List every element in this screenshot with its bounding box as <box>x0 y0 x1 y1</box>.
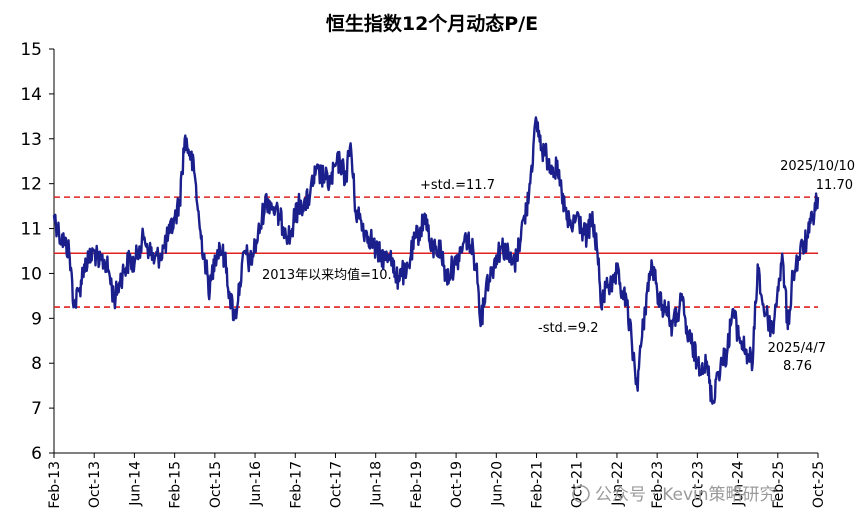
y-tick-label: 9 <box>31 309 42 329</box>
reference-label: -std.=9.2 <box>538 321 599 336</box>
x-tick-label: Oct-19 <box>449 461 465 508</box>
y-tick-label: 11 <box>20 220 42 240</box>
x-tick-label: Feb-13 <box>47 461 63 509</box>
y-tick-label: 15 <box>20 40 42 60</box>
y-tick-label: 6 <box>31 444 42 464</box>
x-tick-label: Jun-14 <box>127 461 143 507</box>
watermark: 公众号 · Kevin策略研究 <box>595 485 777 505</box>
y-tick-label: 10 <box>20 264 42 284</box>
plot-area: 6 7 8 9 10 11 12 13 14 15 Feb-13 Oct-13 Jun-14 Feb-15… <box>20 40 855 509</box>
x-tick-label: Oct-15 <box>208 461 224 508</box>
y-tick-label: 8 <box>31 354 42 374</box>
x-tick-label: Jun-22 <box>610 461 626 507</box>
x-tick-label: Jun-18 <box>369 461 385 507</box>
x-tick-label: Jun-16 <box>248 461 264 507</box>
x-tick-label: Feb-25 <box>771 461 787 509</box>
x-tick-label: Jun-20 <box>489 461 505 507</box>
pe-series-line <box>52 116 820 405</box>
x-tick-label: Oct-25 <box>811 461 827 508</box>
x-tick-label: Jun-24 <box>731 461 747 507</box>
x-tick-label: Feb-21 <box>530 461 546 509</box>
y-tick-label: 12 <box>20 175 42 195</box>
x-tick-label: Feb-23 <box>650 461 666 509</box>
x-tick-label: Oct-17 <box>328 461 344 508</box>
annotation-date: 2025/4/7 <box>768 341 826 356</box>
x-tick-label: Feb-15 <box>168 461 184 509</box>
reference-label: +std.=11.7 <box>420 178 495 193</box>
watermark-logo-icon <box>572 485 590 503</box>
annotation-value: 11.70 <box>816 178 853 193</box>
chart-title: 恒生指数12个月动态P/E <box>326 12 538 35</box>
annotation-value: 8.76 <box>783 359 812 374</box>
y-tick-label: 7 <box>31 399 42 419</box>
y-tick-label: 13 <box>20 130 42 150</box>
x-tick-label: Feb-17 <box>288 461 304 509</box>
y-tick-label: 14 <box>20 85 42 105</box>
x-tick-label: Oct-13 <box>87 461 103 508</box>
reference-label: 2013年以来均值=10. <box>262 267 392 283</box>
x-tick-label: Oct-23 <box>690 461 706 508</box>
x-tick-label: Feb-19 <box>409 461 425 509</box>
annotation-date: 2025/10/10 <box>780 159 855 174</box>
